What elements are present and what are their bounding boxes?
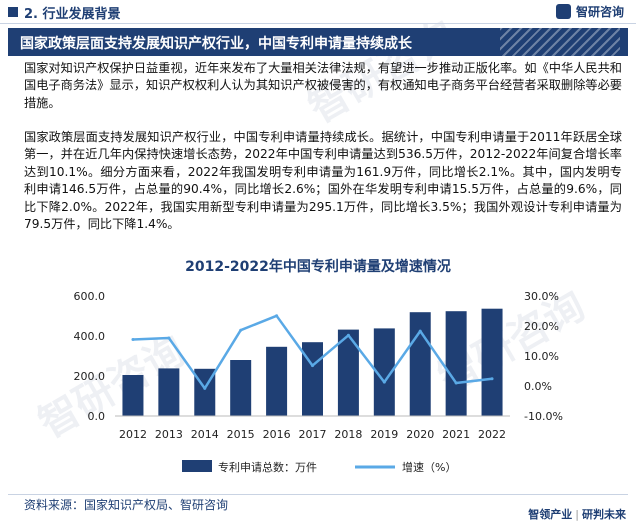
right-axis-tick-label: 30.0% (524, 290, 559, 303)
chart-title: 2012-2022年中国专利申请量及增速情况 (185, 259, 451, 275)
growth-point (454, 381, 458, 385)
bar (481, 308, 503, 416)
logo-text: 智研咨询 (575, 5, 624, 19)
headline-banner: 国家政策层面支持发展知识产权行业，中国专利申请量持续成长 (8, 28, 628, 56)
x-axis-tick-label: 2022 (478, 428, 506, 441)
brand-slogan-left: 智领产业 (528, 508, 573, 521)
right-axis-tick-label: 0.0% (524, 380, 552, 393)
footer-divider (8, 494, 628, 495)
x-axis-tick-label: 2021 (442, 428, 470, 441)
growth-point (131, 338, 135, 341)
banner-title: 国家政策层面支持发展知识产权行业，中国专利申请量持续成长 (20, 36, 412, 52)
section-title: 2. 行业发展背景 (24, 7, 121, 22)
brand-slogan: 智领产业 | 研判未来 (528, 508, 626, 521)
x-axis-tick-label: 2016 (263, 428, 291, 441)
x-axis-tick-label: 2015 (227, 428, 255, 441)
bar (445, 311, 467, 416)
growth-point (167, 336, 171, 340)
x-axis-tick-label: 2013 (155, 428, 183, 441)
logo-icon (555, 4, 571, 19)
growth-point (275, 314, 279, 318)
right-axis-tick-label: 10.0% (524, 350, 559, 363)
legend-bar-swatch (182, 460, 212, 472)
right-axis-tick-label: 20.0% (524, 320, 559, 333)
left-axis-tick-label: 400.0 (74, 330, 106, 343)
growth-point (490, 377, 494, 381)
bar (337, 329, 359, 416)
growth-point (239, 328, 243, 332)
x-axis-tick-label: 2020 (406, 428, 434, 441)
x-axis-tick-label: 2014 (191, 428, 219, 441)
legend-bar-label: 专利申请总数：万件 (218, 460, 317, 474)
section-header: 2. 行业发展背景 智研咨询 (0, 0, 636, 24)
brand-slogan-right: 研判未来 (582, 508, 626, 521)
left-axis-tick-label: 200.0 (74, 370, 106, 383)
bar (122, 375, 144, 416)
bar (409, 312, 431, 416)
section-marker-icon (8, 7, 18, 17)
growth-point (346, 333, 350, 337)
left-axis-tick-label: 0.0 (88, 410, 106, 423)
bar (373, 328, 395, 416)
x-axis-tick-label: 2017 (299, 428, 327, 441)
bar (158, 368, 180, 416)
growth-point (203, 386, 207, 390)
bar (266, 346, 288, 416)
legend-line-label: 增速（%） (402, 460, 456, 474)
x-axis-tick-label: 2012 (119, 428, 147, 441)
growth-point (418, 329, 422, 333)
combo-chart: 0.0 200.0 400.0 600.0 -10.0% 0.0% 10.0% 20.0% 30… (74, 290, 563, 474)
banner-decoration (500, 28, 620, 56)
x-axis-tick-label: 2018 (334, 428, 362, 441)
right-axis-tick-label: -10.0% (524, 410, 563, 423)
growth-point (311, 364, 314, 368)
paragraph: 国家政策层面支持发展知识产权行业，中国专利申请量持续成长。据统计，中国专利申请量… (24, 130, 622, 232)
bar (230, 360, 252, 416)
source-note: 资料来源：国家知识产权局、智研咨询 (24, 498, 229, 512)
left-axis-tick-label: 600.0 (74, 290, 106, 303)
x-axis-tick-label: 2019 (370, 428, 398, 441)
growth-point (382, 380, 386, 384)
logo: 智研咨询 (555, 3, 624, 20)
paragraph: 国家对知识产权保护日益重视，近年来发布了大量相关法律法规，有望进一步推动正版化率… (24, 61, 622, 110)
header-divider (0, 23, 636, 24)
